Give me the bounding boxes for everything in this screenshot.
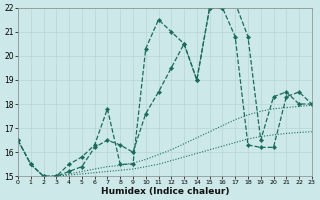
X-axis label: Humidex (Indice chaleur): Humidex (Indice chaleur) xyxy=(101,187,229,196)
